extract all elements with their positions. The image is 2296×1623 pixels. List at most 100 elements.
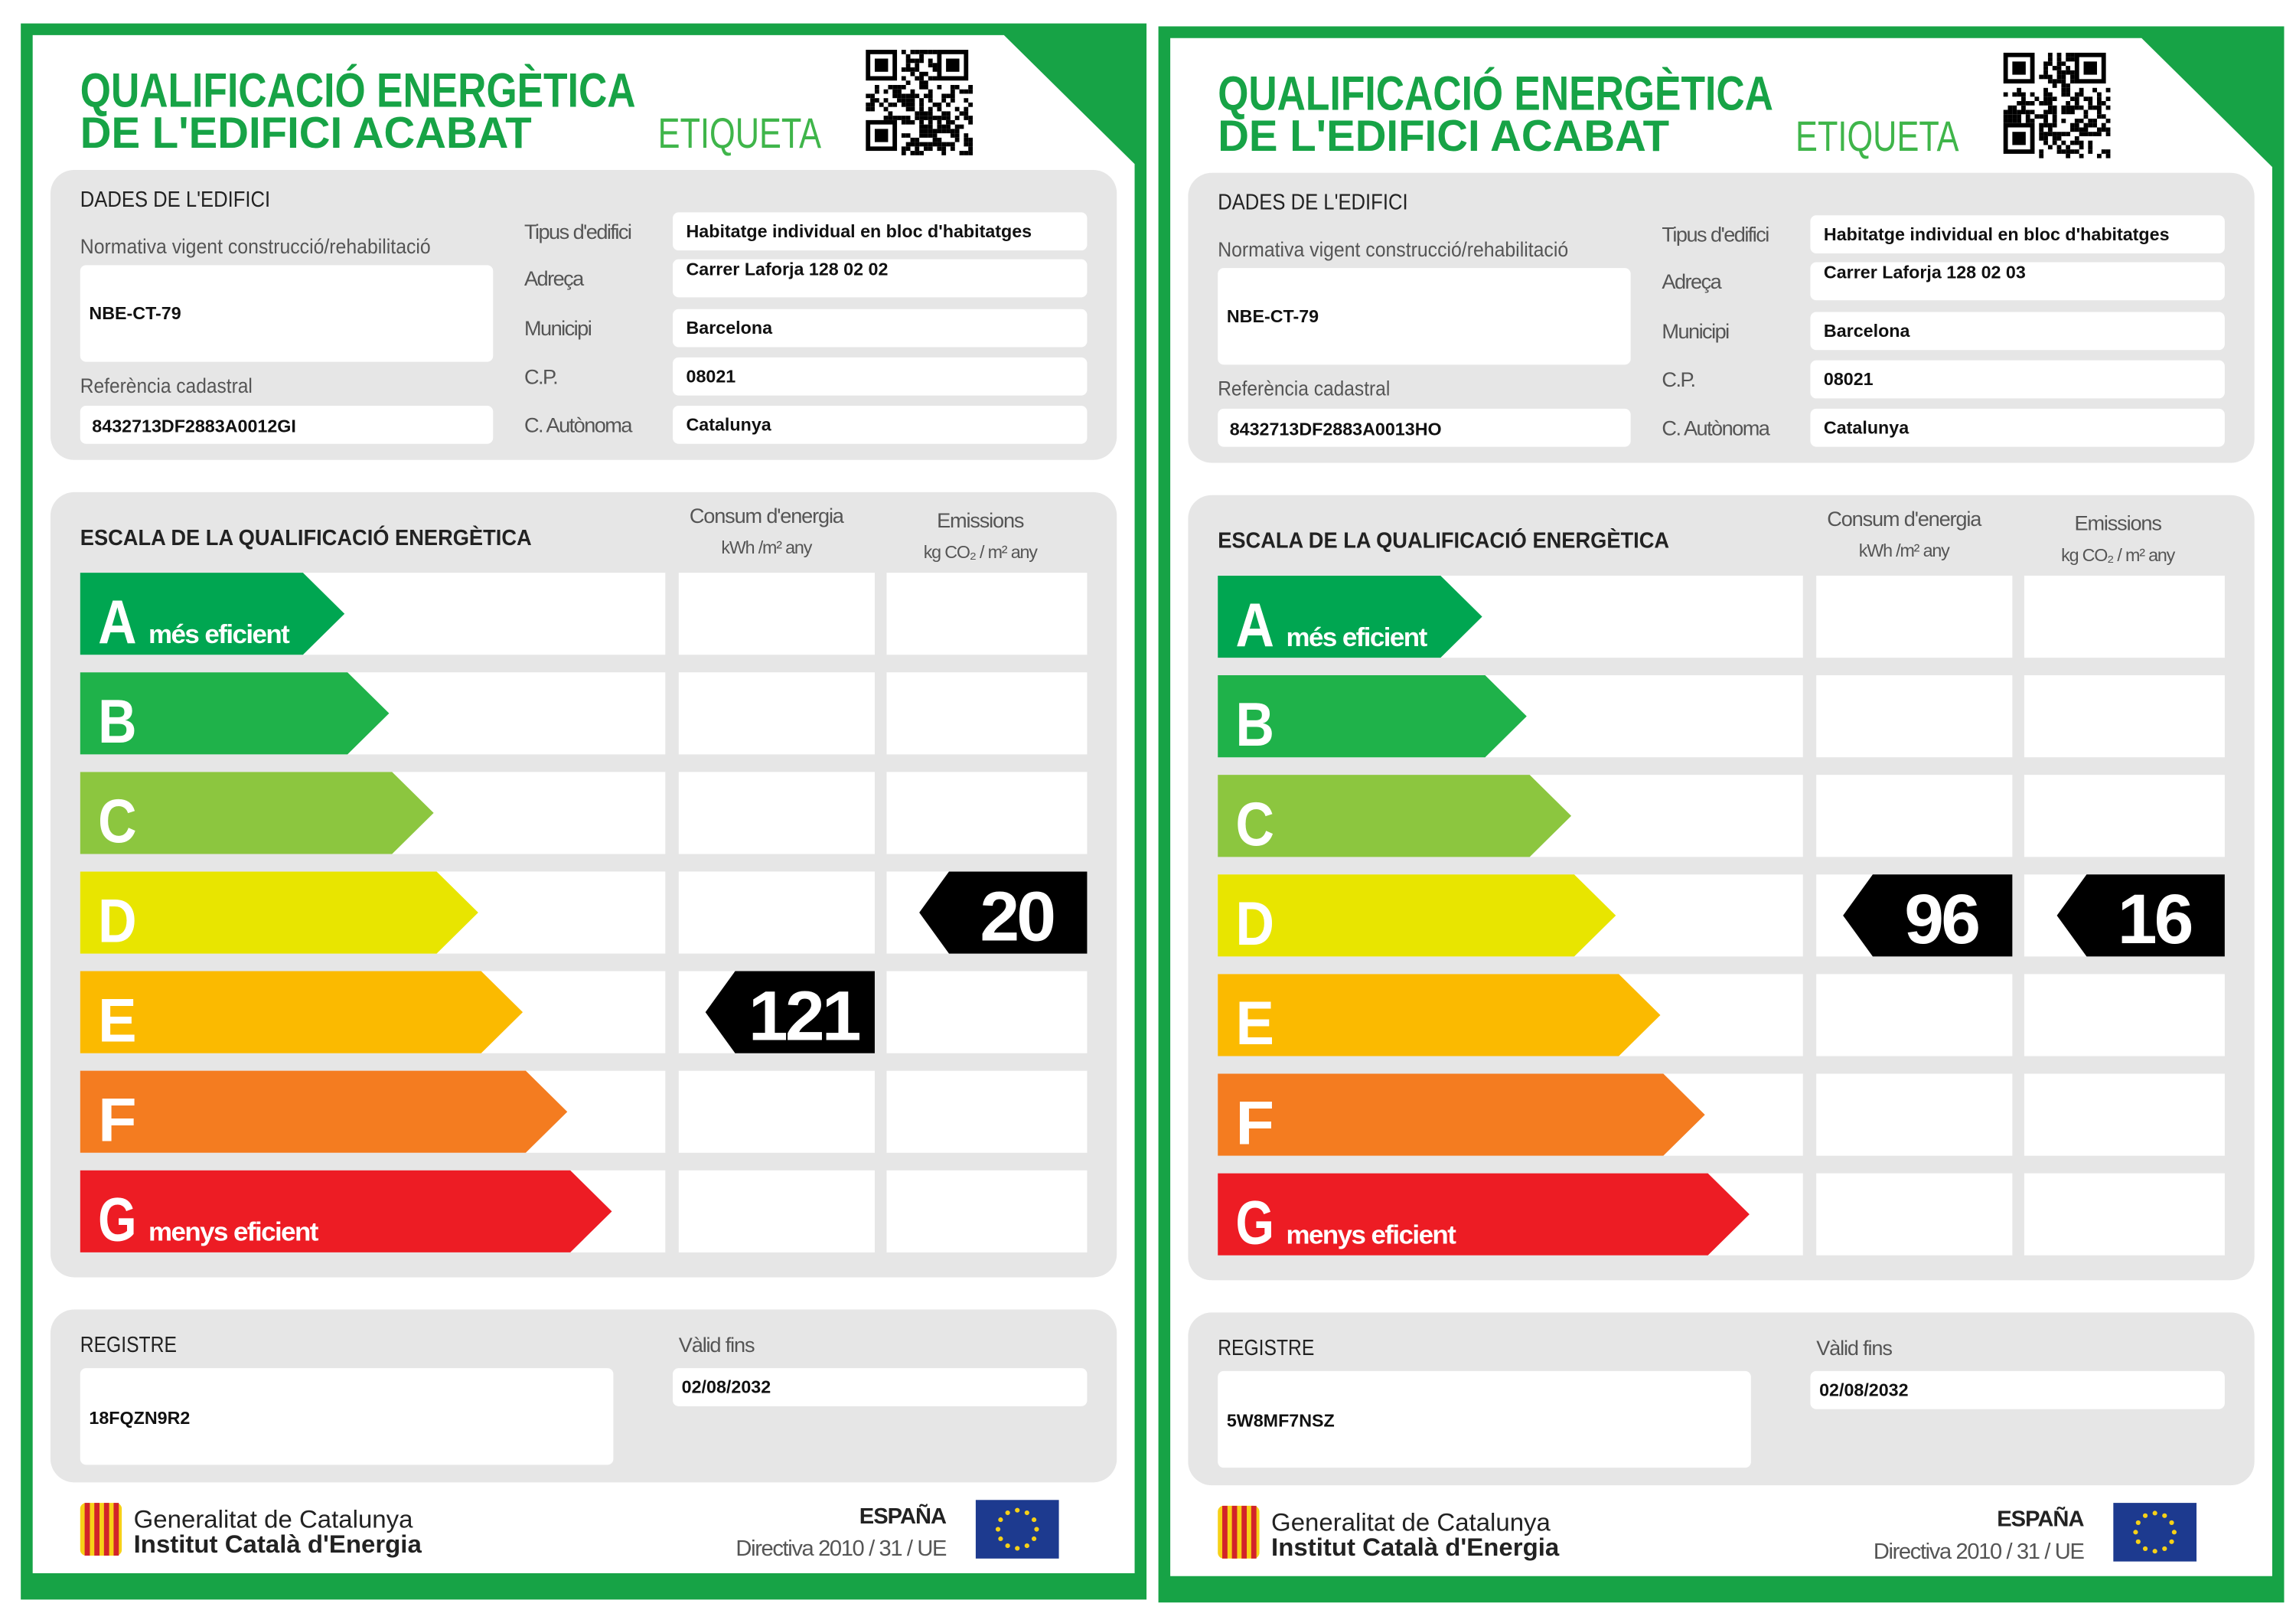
logo-stripe: [1222, 1505, 1228, 1559]
flag-star: [1024, 1510, 1029, 1516]
qr-module: [946, 129, 951, 134]
qr-module: [2070, 149, 2075, 154]
flag-star: [2152, 1510, 2157, 1516]
consumption-cell: [678, 871, 875, 954]
grade-letter: F: [1235, 1089, 1274, 1158]
qr-module: [2066, 83, 2071, 88]
qr-module: [2012, 114, 2017, 119]
field-value: Habitatge individual en bloc d'habitatge…: [1824, 224, 2170, 244]
qr-module: [901, 93, 906, 99]
qr-module: [968, 119, 974, 125]
consumption-cell: [1816, 1173, 2013, 1256]
qr-module: [2012, 92, 2017, 97]
qr-module: [2070, 122, 2075, 128]
qr-module: [950, 119, 955, 125]
qr-module: [937, 146, 942, 152]
qr-module: [905, 80, 911, 85]
qr-finder: [2074, 52, 2106, 84]
qr-module: [964, 98, 969, 103]
qr-module: [901, 98, 906, 103]
qr-module: [937, 84, 942, 90]
consumption-cell: [1816, 974, 2013, 1056]
qr-module: [915, 58, 920, 64]
input-box: [80, 265, 494, 362]
emissions-value: 16: [2118, 880, 2192, 958]
qr-module: [888, 102, 893, 107]
qr-module: [905, 58, 911, 64]
qr-module: [946, 124, 951, 129]
grade-letter: E: [98, 987, 136, 1055]
qr-module: [928, 106, 933, 112]
qr-module: [2061, 61, 2066, 67]
country: ESPAÑA: [1997, 1506, 2084, 1532]
directive: Directiva 2010 / 31 / UE: [735, 1536, 947, 1561]
qr-module: [928, 63, 933, 68]
qr-module: [2096, 114, 2102, 119]
emissions-cell: [2024, 1073, 2225, 1156]
grade-arrow: [1218, 575, 1482, 658]
qr-module: [2012, 105, 2017, 110]
qr-module: [946, 119, 951, 125]
grade-arrow: [80, 871, 478, 954]
qr-module: [2066, 109, 2071, 115]
qr-module: [915, 63, 920, 68]
qr-module: [2061, 70, 2066, 75]
title-line2: DE L'EDIFICI ACABAT: [80, 109, 532, 158]
qr-module: [2021, 92, 2026, 97]
qr-module: [888, 111, 893, 116]
qr-module: [910, 102, 915, 107]
valid: 02/08/2032: [1819, 1380, 1908, 1400]
qr-module: [964, 151, 969, 155]
field-label: C.P.: [524, 365, 557, 388]
qr-module: [2039, 153, 2044, 158]
qr-module: [964, 137, 969, 142]
qr-module: [950, 98, 955, 103]
qr-module: [2088, 118, 2093, 123]
qr-module: [950, 146, 955, 152]
qr-module: [915, 116, 920, 120]
flag-star: [1024, 1543, 1029, 1549]
qr-module: [2052, 66, 2057, 70]
qr-module: [897, 98, 902, 103]
qr-module: [2043, 118, 2048, 123]
qr-module: [915, 93, 920, 99]
qr-module: [2101, 149, 2106, 154]
field-label: C. Autònoma: [524, 414, 632, 437]
qr-module: [950, 84, 955, 90]
qr-module: [2047, 101, 2053, 106]
qr-module: [928, 129, 933, 134]
qr-module: [915, 137, 920, 142]
qr-module: [946, 116, 951, 120]
qr-module: [923, 71, 928, 77]
emissions-cell: [2024, 974, 2225, 1056]
qr-module: [2079, 145, 2084, 150]
grade-letter: B: [1235, 691, 1274, 759]
regulation-label: Normativa vigent construcció/rehabilitac…: [80, 235, 431, 258]
qr-module: [2052, 140, 2057, 145]
qr-module: [915, 111, 920, 116]
qr-module: [901, 146, 906, 152]
grade-arrow: [80, 772, 434, 854]
qr-module: [888, 84, 893, 90]
qr-module: [2101, 127, 2106, 132]
qr-module: [915, 151, 920, 155]
qr-module: [2061, 105, 2066, 110]
qr-module: [874, 89, 879, 94]
qr-module: [2047, 109, 2053, 115]
qr-module: [2079, 87, 2084, 93]
grade-arrow: [80, 1070, 568, 1153]
field-value: Barcelona: [1824, 321, 1910, 341]
qr-module: [2017, 118, 2022, 123]
org1: Generalitat de Catalunya: [134, 1505, 414, 1533]
qr-module: [2039, 114, 2044, 119]
emissions-cell: [886, 672, 1088, 755]
qr-module: [919, 84, 924, 90]
qr-module: [954, 124, 960, 129]
qr-module: [870, 93, 875, 99]
input-box: [80, 406, 494, 444]
qr-module: [892, 89, 898, 94]
grade-letter: D: [98, 887, 136, 955]
qr-module: [968, 142, 974, 147]
flag-star: [998, 1536, 1003, 1542]
